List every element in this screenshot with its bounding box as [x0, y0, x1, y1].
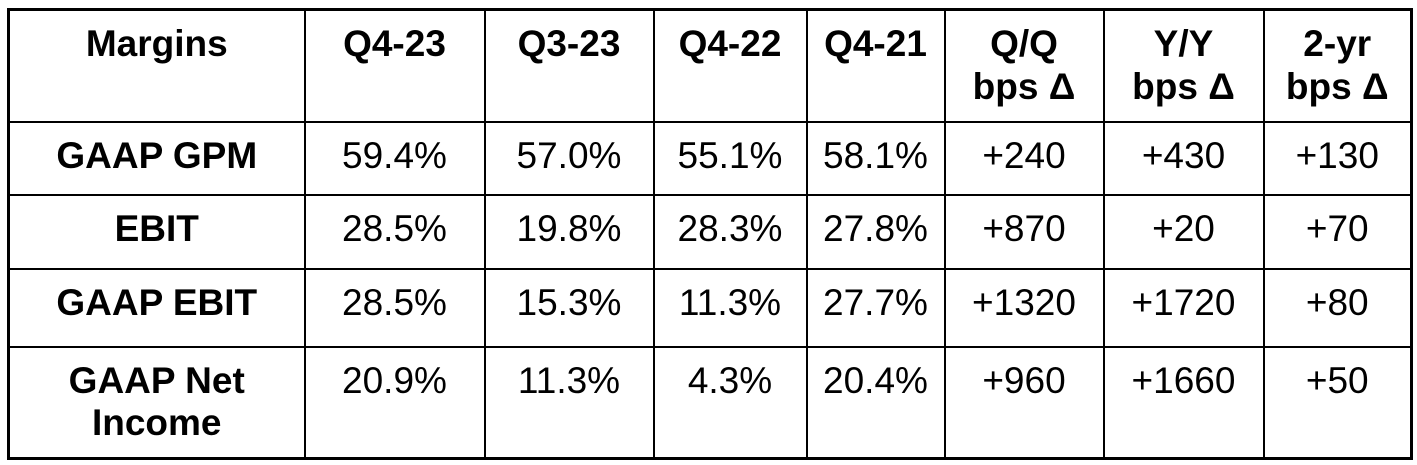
- column-header-q4-21: Q4-21: [805, 8, 946, 123]
- margins-table: Margins Q4-23 Q3-23 Q4-22 Q4-21 Q/Q bps …: [7, 8, 1413, 460]
- table-row-gaap-net-income: GAAP Net Income 20.9% 11.3% 4.3% 20.4% +…: [7, 345, 1413, 460]
- column-header-q3-23: Q3-23: [483, 8, 655, 123]
- row-label-gaap-ebit: GAAP EBIT: [7, 267, 306, 348]
- table-cell: +1320: [943, 267, 1105, 348]
- column-header-q4-22: Q4-22: [652, 8, 808, 123]
- table-row-gaap-gpm: GAAP GPM 59.4% 57.0% 55.1% 58.1% +240 +4…: [7, 120, 1413, 196]
- column-header-yy-bps-delta: Y/Y bps Δ: [1102, 8, 1265, 123]
- column-header-q4-23: Q4-23: [303, 8, 486, 123]
- table-cell: +130: [1262, 120, 1413, 196]
- table-cell: +1660: [1102, 345, 1265, 460]
- table-cell: 28.5%: [303, 193, 486, 270]
- table-cell: 57.0%: [483, 120, 655, 196]
- table-cell: 19.8%: [483, 193, 655, 270]
- header-row: Margins Q4-23 Q3-23 Q4-22 Q4-21 Q/Q bps …: [7, 8, 1413, 123]
- table-cell: 11.3%: [483, 345, 655, 460]
- table-cell: +960: [943, 345, 1105, 460]
- row-label-gaap-gpm: GAAP GPM: [7, 120, 306, 196]
- table-row-gaap-ebit: GAAP EBIT 28.5% 15.3% 11.3% 27.7% +1320 …: [7, 267, 1413, 348]
- table-cell: 28.5%: [303, 267, 486, 348]
- table-cell: 15.3%: [483, 267, 655, 348]
- table-cell: 20.9%: [303, 345, 486, 460]
- table-cell: +70: [1262, 193, 1413, 270]
- table-cell: +20: [1102, 193, 1265, 270]
- column-header-margins: Margins: [7, 8, 306, 123]
- column-header-2yr-bps-delta: 2-yr bps Δ: [1262, 8, 1413, 123]
- table-cell: 20.4%: [805, 345, 946, 460]
- table-cell: +240: [943, 120, 1105, 196]
- table-row-ebit: EBIT 28.5% 19.8% 28.3% 27.8% +870 +20 +7…: [7, 193, 1413, 270]
- table-cell: +1720: [1102, 267, 1265, 348]
- table-cell: 27.8%: [805, 193, 946, 270]
- table-cell: +80: [1262, 267, 1413, 348]
- table-cell: 55.1%: [652, 120, 808, 196]
- table-cell: 4.3%: [652, 345, 808, 460]
- table-cell: 27.7%: [805, 267, 946, 348]
- table-cell: +50: [1262, 345, 1413, 460]
- table-cell: 59.4%: [303, 120, 486, 196]
- table-cell: +430: [1102, 120, 1265, 196]
- column-header-qq-bps-delta: Q/Q bps Δ: [943, 8, 1105, 123]
- row-label-ebit: EBIT: [7, 193, 306, 270]
- table-cell: 11.3%: [652, 267, 808, 348]
- table-cell: +870: [943, 193, 1105, 270]
- table-cell: 58.1%: [805, 120, 946, 196]
- row-label-gaap-net-income: GAAP Net Income: [7, 345, 306, 460]
- table-cell: 28.3%: [652, 193, 808, 270]
